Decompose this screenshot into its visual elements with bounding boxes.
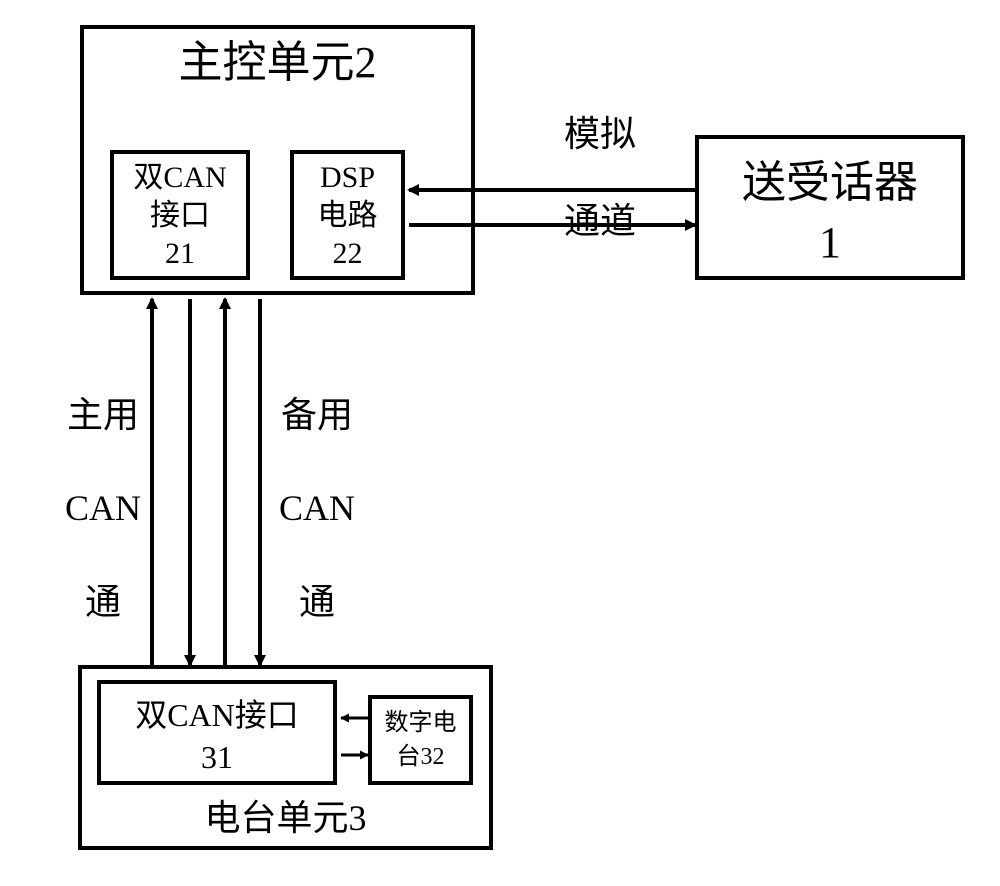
- main-unit-title: 主控单元2: [84, 37, 471, 90]
- dual-can-21-box: 双CAN 接口 21: [110, 150, 250, 280]
- handset-line1: 送受话器: [699, 157, 961, 210]
- dual-can-21-line1: 双CAN: [114, 160, 246, 196]
- primary-can-line2: CAN: [48, 485, 158, 532]
- handset-line2: 1: [699, 217, 961, 270]
- dual-can-31-box: 双CAN接口 31: [97, 680, 337, 785]
- backup-can-line1: 备用: [262, 392, 372, 439]
- handset-box: 送受话器 1: [695, 135, 965, 280]
- dsp-22-line3: 22: [294, 236, 401, 272]
- backup-can-line2: CAN: [262, 485, 372, 532]
- digital-radio-32-line1: 数字电: [372, 709, 469, 738]
- dual-can-31-line1: 双CAN接口: [101, 696, 333, 734]
- primary-can-line3: 通: [48, 579, 158, 626]
- dual-can-31-line2: 31: [101, 738, 333, 776]
- dsp-22-line1: DSP: [294, 160, 401, 196]
- primary-can-line1: 主用: [48, 392, 158, 439]
- dual-can-21-line3: 21: [114, 236, 246, 272]
- radio-unit-title: 电台单元3: [82, 797, 489, 840]
- analog-channel-line2: 通道: [520, 200, 680, 243]
- digital-radio-32-line2: 台32: [372, 743, 469, 772]
- dsp-22-box: DSP 电路 22: [290, 150, 405, 280]
- dsp-22-line2: 电路: [294, 198, 401, 234]
- backup-can-line3: 通: [262, 579, 372, 626]
- analog-channel-line1: 模拟: [520, 113, 680, 156]
- dual-can-21-line2: 接口: [114, 198, 246, 234]
- digital-radio-32-box: 数字电 台32: [368, 695, 473, 785]
- analog-channel-label: 模拟 通道: [520, 70, 680, 286]
